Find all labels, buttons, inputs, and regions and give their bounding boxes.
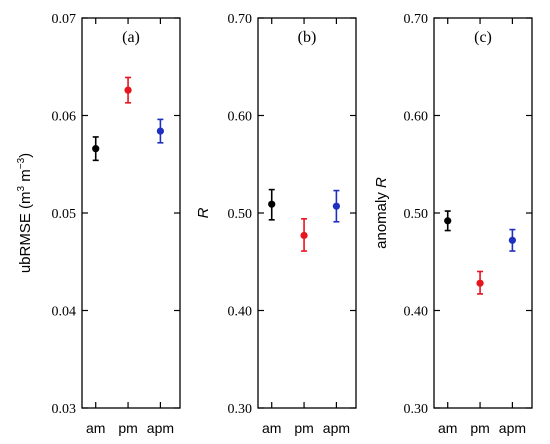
- y-axis-label-part: R: [373, 177, 390, 188]
- y-axis-label: ubRMSE (m3 m−3): [16, 153, 34, 273]
- y-tick-label: 0.07: [52, 12, 77, 27]
- x-category-label: am: [438, 420, 457, 436]
- y-axis-label-part: −3: [16, 157, 27, 169]
- plot-frame: [257, 17, 357, 409]
- y-tick-label: 0.40: [404, 305, 429, 320]
- y-tick-label: 0.50: [228, 207, 253, 222]
- y-axis-label-part: 3: [16, 185, 27, 191]
- data-point: [156, 127, 164, 135]
- x-category-label: pm: [118, 420, 137, 436]
- y-tick-label: 0.04: [52, 305, 77, 320]
- y-tick-label: 0.60: [228, 110, 253, 125]
- y-tick-label: 0.30: [228, 402, 253, 417]
- data-point: [268, 200, 276, 208]
- x-category-label: am: [262, 420, 281, 436]
- panel-a: 0.03 0.04 0.05 0.06 0.07 am pm apm (a) ubRMSE (m3…: [16, 12, 181, 436]
- y-tick-label: 0.30: [404, 402, 429, 417]
- y-axis-label: anomaly R: [373, 177, 390, 249]
- plot-frame: [81, 17, 181, 409]
- data-point-group-am: [268, 188, 276, 221]
- y-tick-label: 0.06: [52, 110, 77, 125]
- y-tick-label: 0.03: [52, 402, 77, 417]
- panel-label: (c): [474, 29, 492, 46]
- y-axis-label: R: [195, 207, 212, 218]
- data-point: [332, 202, 340, 210]
- x-category-label: am: [86, 420, 105, 436]
- x-category-label: pm: [470, 420, 489, 436]
- data-point-group-pm: [476, 270, 484, 295]
- data-point-group-apm: [508, 228, 516, 252]
- panel-label: (a): [122, 29, 140, 46]
- y-axis-label-part: ubRMSE (m: [17, 191, 34, 273]
- y-axis-label-part: m: [17, 169, 34, 186]
- panel-c: 0.30 0.40 0.50 0.60 0.70 am pm apm (c) anomaly R: [373, 12, 533, 436]
- data-point-group-pm: [124, 76, 132, 104]
- data-point: [124, 86, 132, 94]
- y-tick-label: 0.60: [404, 110, 429, 125]
- data-point: [300, 231, 308, 240]
- data-point-group-am: [444, 210, 452, 232]
- y-tick-label: 0.70: [404, 12, 429, 27]
- y-axis-label-part: ): [17, 153, 34, 158]
- data-point: [508, 236, 516, 244]
- x-category-label: apm: [499, 420, 526, 436]
- data-point-group-apm: [332, 189, 340, 223]
- data-point: [92, 145, 100, 153]
- x-category-label: apm: [323, 420, 350, 436]
- y-axis-label-part: anomaly: [373, 188, 390, 249]
- panel-label: (b): [298, 29, 317, 46]
- data-point-group-am: [92, 136, 100, 162]
- y-tick-label: 0.05: [52, 207, 77, 222]
- data-point: [444, 217, 452, 225]
- y-axis-label-part: R: [195, 207, 212, 218]
- x-category-label: pm: [294, 420, 313, 436]
- data-point-group-apm: [156, 118, 164, 144]
- data-point-group-pm: [300, 218, 308, 252]
- panel-b: 0.30 0.40 0.50 0.60 0.70 am pm apm (b) R: [195, 12, 357, 436]
- y-tick-label: 0.70: [228, 12, 253, 27]
- y-tick-label: 0.50: [404, 207, 429, 222]
- x-category-label: apm: [147, 420, 174, 436]
- data-point: [476, 279, 484, 287]
- plot-frame: [433, 17, 533, 409]
- y-tick-label: 0.40: [228, 305, 253, 320]
